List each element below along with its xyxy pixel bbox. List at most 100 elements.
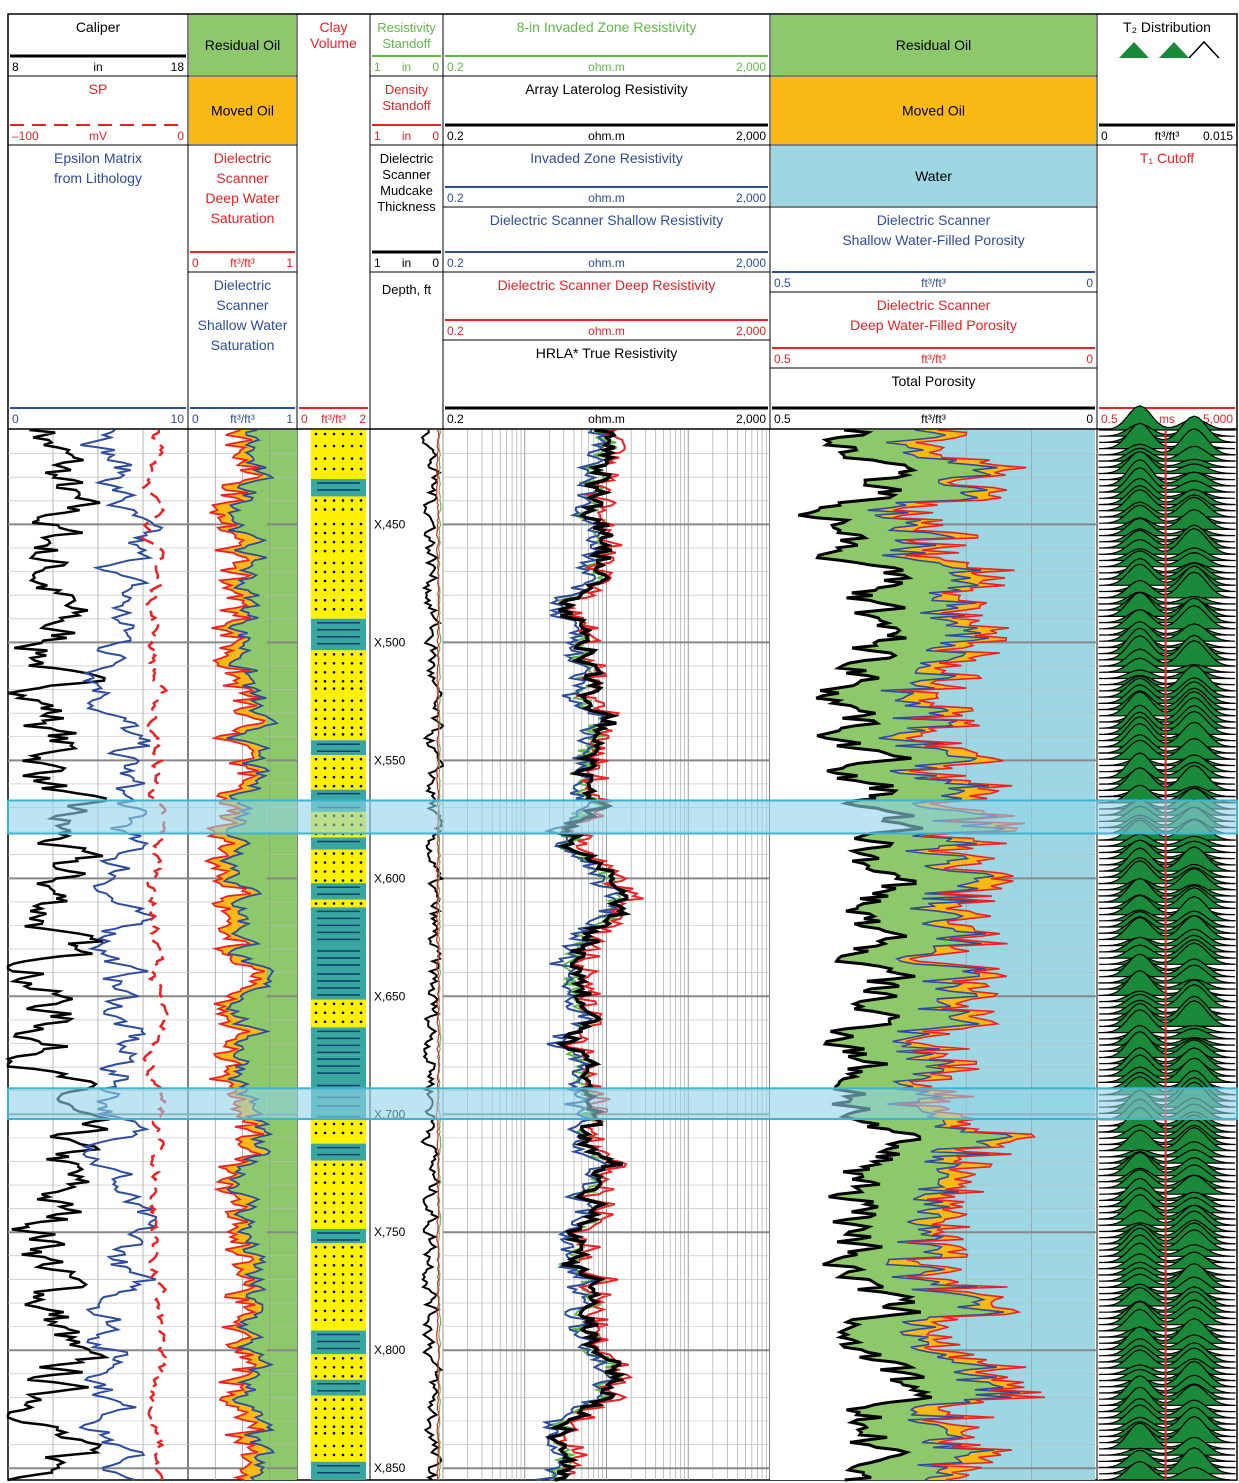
sand-dot (332, 1254, 336, 1258)
sand-dot (323, 1181, 327, 1184)
sand-dot (359, 1181, 363, 1184)
sand-dot (332, 531, 336, 535)
sand-dot (323, 579, 327, 583)
depth-label-bg (372, 1224, 410, 1240)
sand-bed (311, 441, 366, 455)
sand-dot (350, 1011, 354, 1015)
scale-right: 2,000 (736, 256, 766, 270)
scale-left: 0.5 (774, 276, 791, 290)
sand-dot (359, 879, 363, 882)
sand-dot (314, 598, 318, 602)
hrla-true-resistivity-curve (544, 428, 632, 1482)
sand-dot (332, 733, 336, 736)
sand-dot (323, 699, 327, 702)
sand-dot (350, 588, 354, 592)
sand-dot (323, 1272, 327, 1276)
scale-unit: ft³/ft³ (321, 412, 346, 426)
sand-dot (323, 1211, 327, 1214)
scale-unit: ohm.m (588, 60, 625, 74)
sand-dot (314, 1272, 318, 1276)
sand-dot (314, 457, 318, 460)
sand-dot (314, 775, 318, 779)
sand-dot (314, 671, 318, 674)
shale-bed (311, 1379, 366, 1396)
sand-bed (311, 730, 366, 741)
curve-title: Array Laterolog Resistivity (525, 81, 688, 97)
scale-left: 0 (12, 412, 19, 426)
sand-dot (341, 499, 345, 502)
sand-dot (323, 1201, 327, 1204)
sand-dot (341, 1131, 345, 1135)
sand-dot (350, 1281, 354, 1285)
sand-dot (359, 784, 363, 788)
sand-dot (341, 1254, 345, 1258)
sand-dot (359, 588, 363, 592)
sand-dot (359, 1163, 363, 1166)
sp-curve (140, 429, 171, 1481)
sand-dot (323, 1220, 327, 1223)
sand-dot (314, 607, 318, 611)
legend-fill-swatch (189, 15, 296, 75)
sand-dot (341, 1172, 345, 1175)
sand-dot (341, 598, 345, 602)
scale-right: 0 (432, 256, 439, 270)
shallow-water-saturation-curve (218, 429, 279, 1481)
scale-unit: ft³/ft³ (921, 412, 946, 426)
sand-dot (359, 1172, 363, 1175)
sand-dot (314, 766, 318, 770)
sand-dot (332, 653, 336, 656)
sand-dot (323, 588, 327, 592)
sand-dot (332, 870, 336, 873)
matrix-fill (770, 430, 932, 1480)
sand-dot (350, 1356, 354, 1360)
sand-dot (314, 1163, 318, 1166)
sand-dot (359, 757, 363, 761)
sand-dot (332, 598, 336, 602)
sand-bed (311, 999, 366, 1028)
sand-dot (314, 1201, 318, 1204)
highlighted-interval (7, 1087, 1238, 1120)
highlighted-interval (7, 799, 1238, 835)
sand-bed (311, 596, 366, 619)
sand-dot (359, 708, 363, 711)
sand-dot (350, 726, 354, 729)
sand-dot (314, 733, 318, 736)
sand-dot (359, 852, 363, 855)
sand-dot (314, 1181, 318, 1184)
sand-dot (341, 1002, 345, 1006)
scale-right: 1 (286, 256, 293, 270)
scale-right: 2,000 (736, 60, 766, 74)
sand-dot (332, 1299, 336, 1303)
sand-dot (350, 708, 354, 711)
sand-dot (323, 1172, 327, 1175)
depth-label: X,650 (374, 989, 406, 1003)
sand-dot (341, 522, 345, 526)
sand-dot (332, 671, 336, 674)
sand-dot (341, 1453, 345, 1457)
scale-unit: in (402, 256, 411, 270)
sand-dot (341, 784, 345, 788)
scale-right: 2,000 (736, 324, 766, 338)
sand-dot (341, 662, 345, 665)
sand-dot (341, 902, 345, 905)
scale-right: 2,000 (736, 412, 766, 426)
sand-dot (323, 1444, 327, 1448)
scale-left: 0.2 (447, 60, 464, 74)
sand-dot (359, 1131, 363, 1135)
sand-dot (359, 1122, 363, 1126)
sand-dot (341, 607, 345, 611)
sand-dot (341, 1318, 345, 1322)
legend-fill-swatch (771, 146, 1096, 206)
sand-dot (314, 902, 318, 905)
scale-left: 0.2 (447, 256, 464, 270)
sand-dot (314, 1374, 318, 1378)
sand-dot (314, 1211, 318, 1214)
sand-dot (332, 784, 336, 788)
sand-dot (341, 1407, 345, 1411)
scale-unit: ft³/ft³ (230, 256, 255, 270)
sand-dot (323, 1163, 327, 1166)
sand-dot (323, 531, 327, 535)
scale-right: 0 (1086, 352, 1093, 366)
scale-unit: in (402, 129, 411, 143)
sand-dot (332, 588, 336, 592)
